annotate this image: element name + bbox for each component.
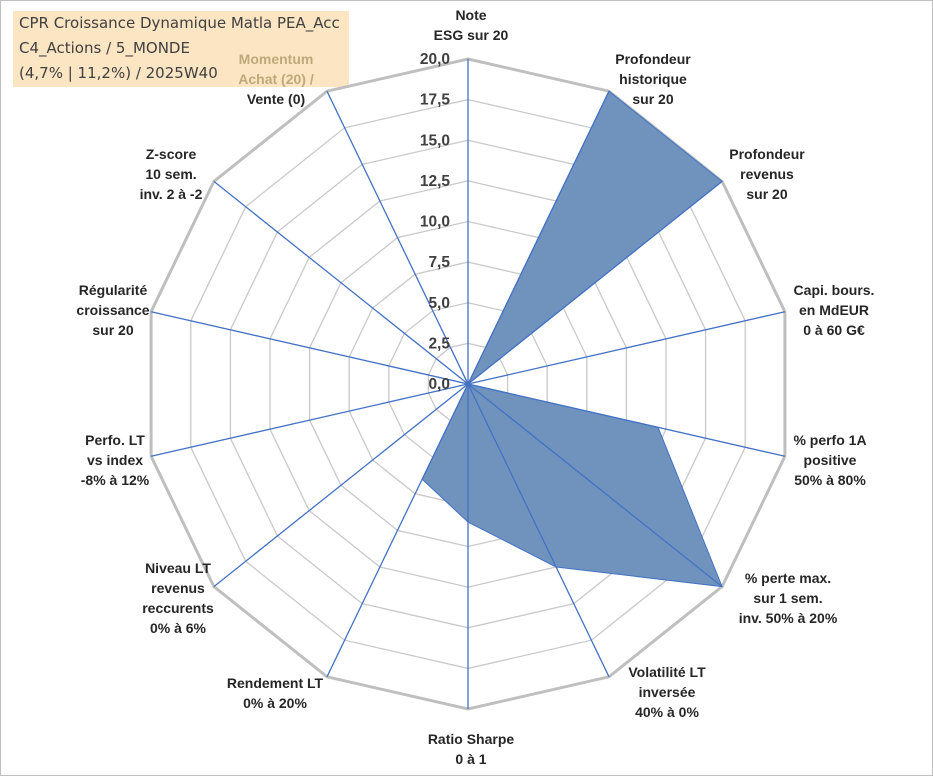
radar-axis-label: sur 20 [92, 322, 133, 338]
radar-tick-label: 10,0 [420, 214, 450, 231]
radar-axis-label: sur 1 sem. [753, 590, 822, 606]
radar-axis-label: sur 20 [746, 186, 787, 202]
radar-axis-label: en MdEUR [799, 302, 869, 318]
radar-axis-label: Note [455, 7, 486, 23]
radar-spoke [150, 311, 469, 385]
radar-axis-label: Profondeur [729, 146, 805, 162]
radar-axis-label: 0 à 60 G€ [803, 322, 865, 338]
radar-axis-label: reccurents [142, 600, 214, 616]
radar-spoke [213, 180, 469, 385]
radar-axis-label: ESG sur 20 [434, 27, 509, 43]
radar-tick-label: 0,0 [428, 376, 450, 393]
radar-axis-label: inv. 50% à 20% [739, 610, 838, 626]
radar-tick-label: 17,5 [420, 92, 451, 109]
radar-axis-label: Perfo. LT [85, 432, 145, 448]
chart-title-line-3: (4,7% | 11,2%) / 2025W40 [19, 64, 218, 82]
radar-tick-labels: 0,0 2,5 5,0 7,5 10,0 12,5 15,0 17,5 20,0 [420, 51, 451, 393]
radar-spoke [467, 311, 786, 385]
radar-tick-label: 12,5 [420, 173, 451, 190]
radar-axis-label: 0% à 6% [150, 620, 207, 636]
radar-axis-label: croissance [76, 302, 149, 318]
radar-axis-label: Profondeur [615, 51, 691, 67]
radar-axis-label: vs index [87, 452, 143, 468]
radar-spoke [467, 383, 610, 678]
radar-axis-label: % perfo 1A [793, 432, 866, 448]
radar-tick-label: 20,0 [420, 51, 450, 68]
chart-title-line-2: C4_Actions / 5_MONDE [19, 39, 190, 57]
radar-axis-label: 0% à 20% [243, 695, 307, 711]
radar-axis-label: Régularité [79, 282, 148, 298]
radar-axis-label: revenus [740, 166, 794, 182]
radar-spoke [326, 90, 469, 385]
radar-axis-label: Vente (0) [247, 91, 305, 107]
radar-tick-label: 15,0 [420, 132, 450, 149]
radar-axis-label: Achat (20) / [238, 71, 314, 87]
radar-tick-label: 2,5 [428, 335, 450, 352]
radar-spoke [150, 383, 469, 457]
radar-axis-label: Z-score [146, 146, 197, 162]
radar-axis-label: sur 20 [632, 91, 673, 107]
radar-axis-label: % perte max. [745, 570, 831, 586]
radar-axis-label: 40% à 0% [635, 704, 699, 720]
radar-spoke [213, 383, 469, 588]
radar-axis-label: 0 à 1 [455, 751, 486, 767]
radar-spoke [467, 383, 723, 588]
radar-spoke [326, 383, 469, 678]
radar-axis-label: inv. 2 à -2 [140, 186, 203, 202]
radar-axis-label: Ratio Sharpe [428, 731, 515, 747]
radar-axis-label: Volatilité LT [628, 664, 706, 680]
radar-spoke [467, 180, 723, 385]
radar-axis-label: 10 sem. [145, 166, 196, 182]
radar-spoke [467, 90, 610, 385]
radar-axis-label: -8% à 12% [81, 472, 150, 488]
radar-axis-label: Rendement LT [227, 675, 324, 691]
radar-axis-label: Momentum [239, 51, 314, 67]
radar-axis-label: Capi. bours. [794, 282, 875, 298]
chart-title-box: CPR Croissance Dynamique Matla PEA_Acc C… [13, 11, 349, 87]
radar-tick-label: 7,5 [428, 254, 450, 271]
chart-title-line-1: CPR Croissance Dynamique Matla PEA_Acc [19, 14, 340, 32]
radar-spoke [467, 383, 786, 457]
radar-axis-label: 50% à 80% [794, 472, 866, 488]
radar-axis-label: inversée [639, 684, 696, 700]
radar-axis-label: Niveau LT [145, 560, 211, 576]
radar-tick-label: 5,0 [428, 295, 450, 312]
radar-axis-label: positive [804, 452, 857, 468]
radar-axis-labels: Note ESG sur 20 Profondeur historique sur 20… [76, 7, 874, 767]
radar-axis-label: revenus [151, 580, 205, 596]
radar-axis-label: historique [619, 71, 687, 87]
radar-spokes [150, 59, 786, 709]
